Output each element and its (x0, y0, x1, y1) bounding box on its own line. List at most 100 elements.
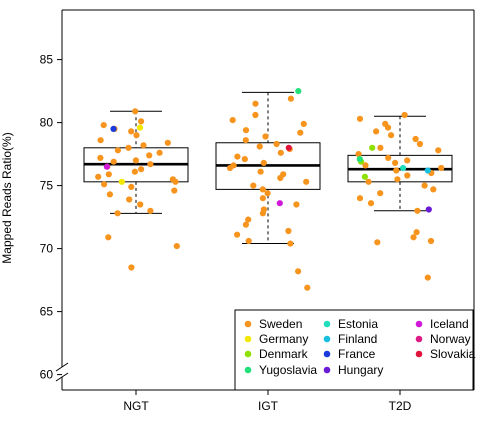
data-point-sweden (110, 158, 117, 165)
data-point-sweden (97, 137, 104, 144)
data-point-sweden (285, 227, 292, 235)
data-point-sweden (234, 231, 241, 238)
data-point-sweden (138, 118, 145, 125)
data-point-sweden (412, 135, 419, 143)
data-point-sweden (393, 167, 400, 174)
y-tick-label: 85 (40, 53, 54, 67)
data-point-hungary (425, 206, 432, 213)
legend-label: France (338, 347, 376, 361)
data-point-sweden (252, 100, 259, 107)
legend-label: Denmark (259, 347, 309, 361)
axis-break-mark (55, 372, 69, 382)
legend-item: Germany (244, 332, 308, 346)
data-point-finland (424, 167, 431, 174)
axes: 60 65 70 75 80 85 NGT IGT T2D (40, 9, 475, 413)
data-point-sweden (114, 147, 121, 154)
legend-marker (323, 320, 331, 328)
data-point-sweden (435, 147, 442, 154)
y-tick-label: 65 (40, 305, 54, 319)
data-point-sweden (260, 159, 267, 166)
data-point-sweden (404, 157, 411, 164)
data-point-sweden (277, 149, 284, 156)
data-point-sweden (137, 201, 144, 208)
data-point-sweden (241, 156, 248, 163)
data-point-sweden (257, 168, 264, 175)
legend-item: Iceland (415, 317, 469, 331)
points (95, 88, 445, 326)
legend-label: Hungary (338, 363, 383, 377)
data-point-sweden (404, 172, 411, 179)
data-point-sweden (377, 144, 384, 151)
data-point-sweden (125, 144, 132, 151)
legend-marker (323, 350, 331, 358)
legend-item: Sweden (244, 317, 302, 331)
data-point-sweden (128, 264, 135, 271)
data-point-sweden (374, 239, 381, 246)
data-point-sweden (229, 117, 236, 124)
data-point-yugoslavia (356, 156, 363, 163)
legend-item: Hungary (323, 363, 383, 377)
data-point-sweden (173, 243, 180, 250)
data-point-sweden (362, 162, 369, 169)
y-tick-label: 75 (40, 179, 54, 193)
data-point-sweden (430, 186, 437, 193)
data-point-sweden (146, 152, 153, 159)
data-point-sweden (101, 181, 108, 188)
data-point-sweden (95, 173, 102, 180)
data-point-sweden (401, 111, 408, 119)
legend-marker (415, 335, 423, 343)
data-point-germany (118, 178, 125, 185)
data-point-slovakia (285, 144, 292, 151)
legend-label: Estonia (338, 317, 378, 331)
data-point-sweden (421, 182, 428, 189)
data-point-sweden (100, 122, 107, 129)
legend-item: France (323, 347, 376, 361)
legend-marker (244, 366, 252, 374)
data-point-sweden (259, 186, 266, 193)
data-point-sweden (138, 166, 145, 173)
data-point-sweden (413, 229, 420, 236)
data-point-sweden (392, 159, 399, 166)
axis-break-mark (55, 362, 69, 372)
data-point-sweden (303, 178, 310, 185)
legend-item: Denmark (244, 347, 309, 361)
data-point-sweden (304, 284, 311, 291)
data-point-sweden (300, 120, 307, 127)
data-point-sweden (367, 200, 375, 207)
data-point-sweden (131, 168, 138, 175)
legend-marker (244, 335, 252, 343)
data-point-sweden (164, 139, 171, 146)
data-point-sweden (259, 195, 266, 202)
data-point-sweden (132, 157, 139, 164)
legend-item: Norway (415, 332, 471, 346)
data-point-sweden (384, 124, 392, 131)
legend-label: Norway (430, 332, 471, 346)
data-point-sweden (356, 115, 364, 122)
data-point-sweden (128, 183, 135, 190)
data-point-sweden (410, 234, 417, 241)
data-point-denmark (361, 173, 368, 180)
data-point-sweden (365, 178, 372, 185)
legend-marker (323, 366, 331, 374)
legend-item: Estonia (323, 317, 378, 331)
data-point-sweden (242, 221, 249, 228)
data-point-sweden (394, 176, 401, 183)
y-axis-label: Mapped Reads Ratio(%) (0, 132, 14, 263)
data-point-sweden (414, 207, 421, 214)
data-point-sweden (287, 240, 294, 247)
legend-marker (244, 350, 252, 358)
data-point-sweden (438, 164, 445, 172)
legend-label: Germany (259, 332, 308, 346)
data-point-sweden (128, 128, 135, 135)
data-point-sweden (388, 132, 395, 139)
data-point-yugoslavia (295, 88, 302, 95)
data-point-sweden (416, 140, 423, 148)
data-point-sweden (355, 151, 362, 158)
data-point-denmark (369, 144, 376, 151)
data-point-sweden (262, 133, 269, 140)
legend-marker (244, 320, 252, 328)
data-point-sweden (105, 171, 112, 178)
legend-marker (415, 320, 423, 328)
legend-item: Finland (323, 332, 377, 346)
